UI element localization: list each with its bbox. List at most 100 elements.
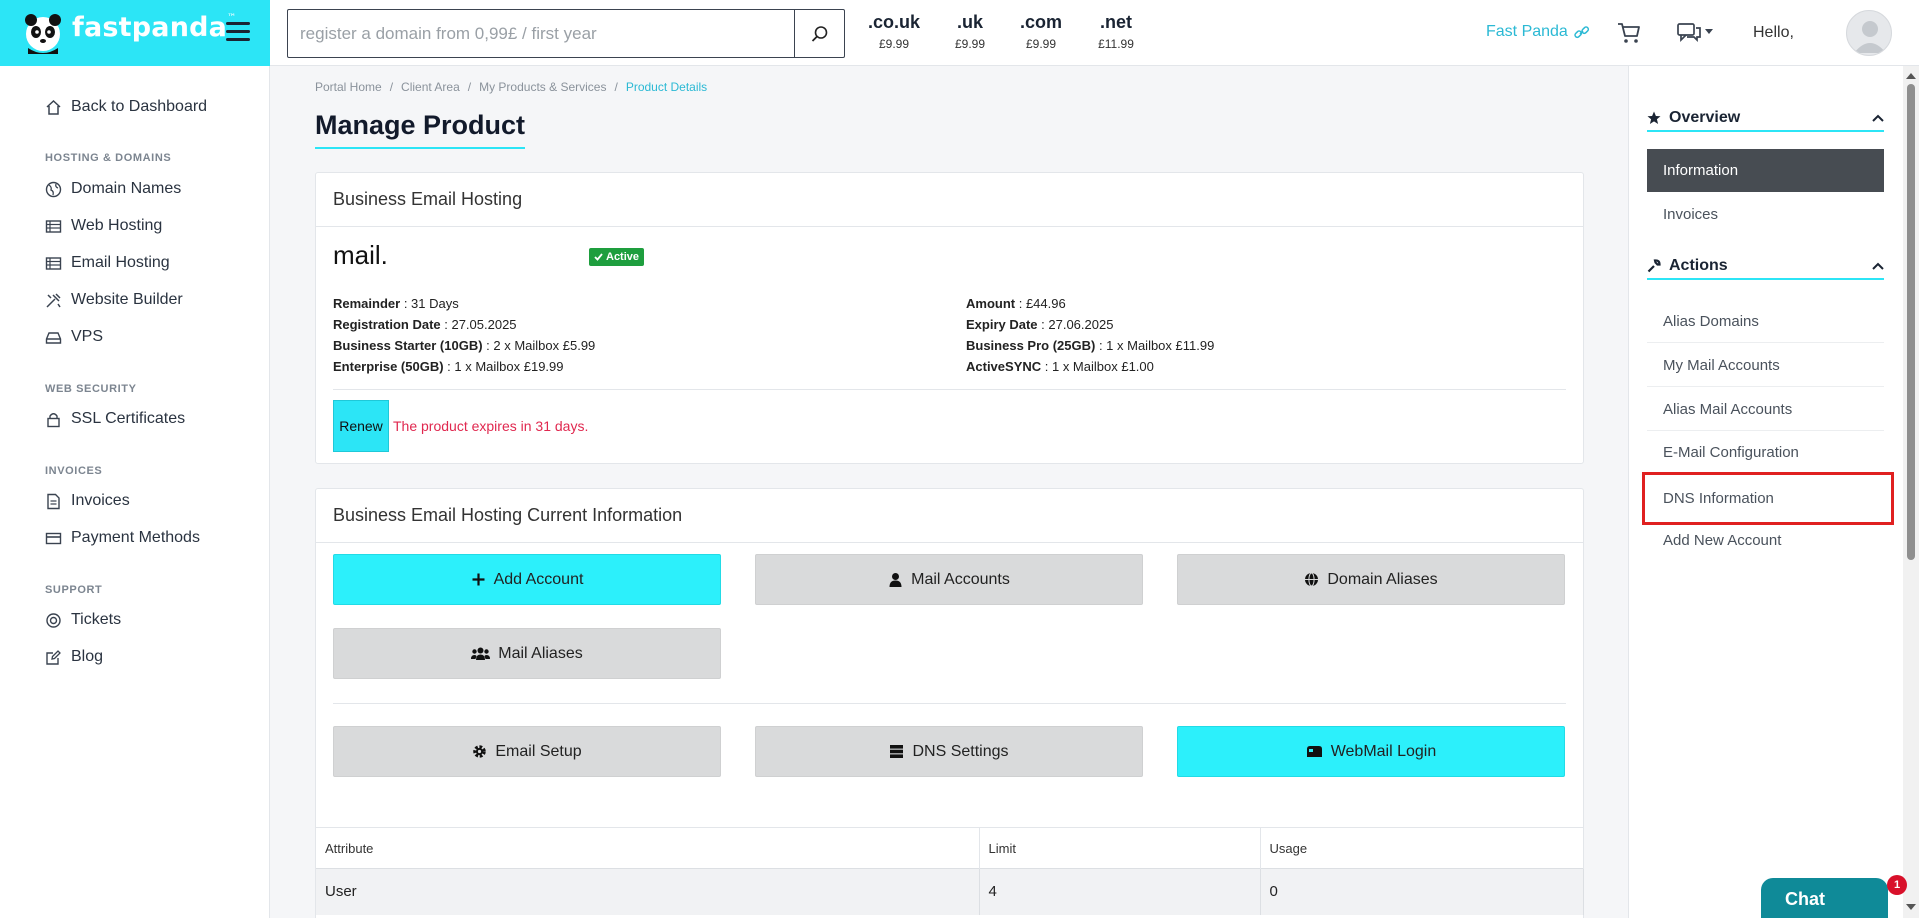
sidebar-item-label: Web Hosting <box>71 217 163 234</box>
left-sidebar: Back to Dashboard HOSTING & DOMAINS Doma… <box>0 66 270 918</box>
sidebar-item-blog[interactable]: Blog <box>45 648 103 666</box>
tld-net[interactable]: .net £11.99 <box>1098 12 1134 51</box>
scroll-down-arrow-icon[interactable] <box>1906 904 1916 910</box>
email-setup-button[interactable]: Email Setup <box>333 726 721 777</box>
sidebar-item-web-hosting[interactable]: Web Hosting <box>45 217 162 235</box>
actions-section-toggle[interactable]: Actions <box>1647 254 1884 280</box>
dns-settings-button[interactable]: DNS Settings <box>755 726 1143 777</box>
globe-icon <box>1305 572 1319 587</box>
back-to-dashboard-label: Back to Dashboard <box>71 98 208 115</box>
fast-panda-link-label: Fast Panda <box>1486 23 1568 40</box>
usage-table: Attribute Limit Usage User 4 0 <box>316 827 1584 915</box>
page-scrollbar[interactable] <box>1903 66 1919 918</box>
sidebar-item-payment-methods[interactable]: Payment Methods <box>45 529 200 547</box>
product-info-right: Amount : £44.96 Expiry Date : 27.06.2025… <box>966 293 1214 377</box>
webmail-login-button[interactable]: WebMail Login <box>1177 726 1565 777</box>
domain-search-input[interactable] <box>288 10 794 57</box>
section-support: SUPPORT <box>45 584 103 596</box>
section-web-security: WEB SECURITY <box>45 383 137 395</box>
sidebar-item-label: Tickets <box>71 611 122 628</box>
action-dns-information[interactable]: DNS Information <box>1642 472 1894 525</box>
hard-drive-icon <box>45 331 62 344</box>
domain-aliases-label: Domain Aliases <box>1327 570 1438 588</box>
mailbox-icon <box>1306 746 1322 757</box>
breadcrumb-client-area[interactable]: Client Area <box>401 80 460 94</box>
user-placeholder-icon <box>1854 21 1886 53</box>
breadcrumb-separator: / <box>614 80 618 94</box>
sidebar-item-label: SSL Certificates <box>71 410 186 427</box>
domain-aliases-button[interactable]: Domain Aliases <box>1177 554 1565 605</box>
server-icon <box>890 745 904 758</box>
info-registration-date: Registration Date : 27.05.2025 <box>333 317 517 332</box>
chat-bubbles-icon <box>1677 23 1701 43</box>
renew-button[interactable]: Renew <box>333 400 389 452</box>
plus-icon <box>472 573 485 586</box>
chat-widget-button[interactable]: Chat <box>1761 878 1888 918</box>
chat-label: Chat <box>1785 889 1825 909</box>
sidebar-item-vps[interactable]: VPS <box>45 328 103 346</box>
server-icon <box>45 219 62 233</box>
panda-logo-icon[interactable] <box>20 10 66 56</box>
table-cell: 4 <box>979 868 1261 915</box>
sidebar-item-ssl-certificates[interactable]: SSL Certificates <box>45 410 185 428</box>
sidebar-item-tickets[interactable]: Tickets <box>45 611 121 629</box>
cart-icon[interactable] <box>1616 21 1642 45</box>
action-alias-mail-accounts[interactable]: Alias Mail Accounts <box>1647 388 1884 431</box>
email-setup-label: Email Setup <box>495 742 582 760</box>
dns-settings-label: DNS Settings <box>912 742 1009 760</box>
table-header-attribute: Attribute <box>316 827 980 869</box>
link-icon <box>1574 25 1589 38</box>
breadcrumb-products[interactable]: My Products & Services <box>479 80 607 94</box>
sidebar-item-label: VPS <box>71 328 104 345</box>
search-button[interactable] <box>794 10 844 57</box>
overview-item-invoices[interactable]: Invoices <box>1663 206 1719 223</box>
user-avatar[interactable] <box>1846 10 1892 56</box>
table-cell: User <box>316 868 980 915</box>
info-activesync: ActiveSYNC : 1 x Mailbox £1.00 <box>966 359 1154 374</box>
breadcrumb-portal-home[interactable]: Portal Home <box>315 80 382 94</box>
action-email-configuration[interactable]: E-Mail Configuration <box>1647 431 1884 474</box>
overview-section-toggle[interactable]: Overview <box>1647 106 1884 132</box>
mail-aliases-label: Mail Aliases <box>498 644 583 662</box>
brand-name[interactable]: fastpanda™ <box>72 12 237 43</box>
add-account-button[interactable]: Add Account <box>333 554 721 605</box>
globe-icon <box>45 181 62 197</box>
table-row: User 4 0 <box>316 868 1584 915</box>
scroll-up-arrow-icon[interactable] <box>1906 73 1916 79</box>
product-card-title: Business Email Hosting <box>316 173 1583 227</box>
menu-toggle-icon[interactable] <box>226 22 250 42</box>
info-enterprise: Enterprise (50GB) : 1 x Mailbox £19.99 <box>333 359 564 374</box>
scrollbar-thumb[interactable] <box>1907 84 1915 560</box>
action-my-mail-accounts[interactable]: My Mail Accounts <box>1647 344 1884 387</box>
mail-aliases-button[interactable]: Mail Aliases <box>333 628 721 679</box>
star-icon <box>1647 111 1661 124</box>
brand-bar: fastpanda™ <box>0 0 270 66</box>
overview-item-information[interactable]: Information <box>1647 149 1884 192</box>
action-add-new-account[interactable]: Add New Account <box>1663 532 1782 549</box>
lock-icon <box>47 412 60 427</box>
table-header-usage: Usage <box>1260 827 1584 869</box>
product-card: Business Email Hosting mail. Active Rema… <box>315 172 1584 464</box>
tld-com[interactable]: .com £9.99 <box>1019 12 1062 51</box>
back-to-dashboard[interactable]: Back to Dashboard <box>45 98 207 116</box>
fast-panda-link[interactable]: Fast Panda <box>1486 23 1590 41</box>
tld-uk[interactable]: .uk £9.99 <box>954 12 986 51</box>
mail-accounts-button[interactable]: Mail Accounts <box>755 554 1143 605</box>
sidebar-item-label: Invoices <box>71 492 130 509</box>
sidebar-item-domain-names[interactable]: Domain Names <box>45 180 181 198</box>
divider <box>333 703 1566 704</box>
edit-icon <box>46 649 61 665</box>
chevron-up-icon <box>1872 262 1884 270</box>
actions-title: Actions <box>1669 257 1728 274</box>
messages-menu[interactable] <box>1676 21 1713 43</box>
sidebar-item-email-hosting[interactable]: Email Hosting <box>45 254 170 272</box>
sidebar-item-invoices[interactable]: Invoices <box>45 492 130 510</box>
product-info-left: Remainder : 31 Days Registration Date : … <box>333 293 595 377</box>
user-icon <box>889 573 902 587</box>
info-amount: Amount : £44.96 <box>966 296 1066 311</box>
users-icon <box>471 647 491 660</box>
tld-co-uk[interactable]: .co.uk £9.99 <box>867 12 920 51</box>
document-icon <box>47 493 60 509</box>
sidebar-item-website-builder[interactable]: Website Builder <box>45 291 183 309</box>
action-alias-domains[interactable]: Alias Domains <box>1647 300 1884 343</box>
